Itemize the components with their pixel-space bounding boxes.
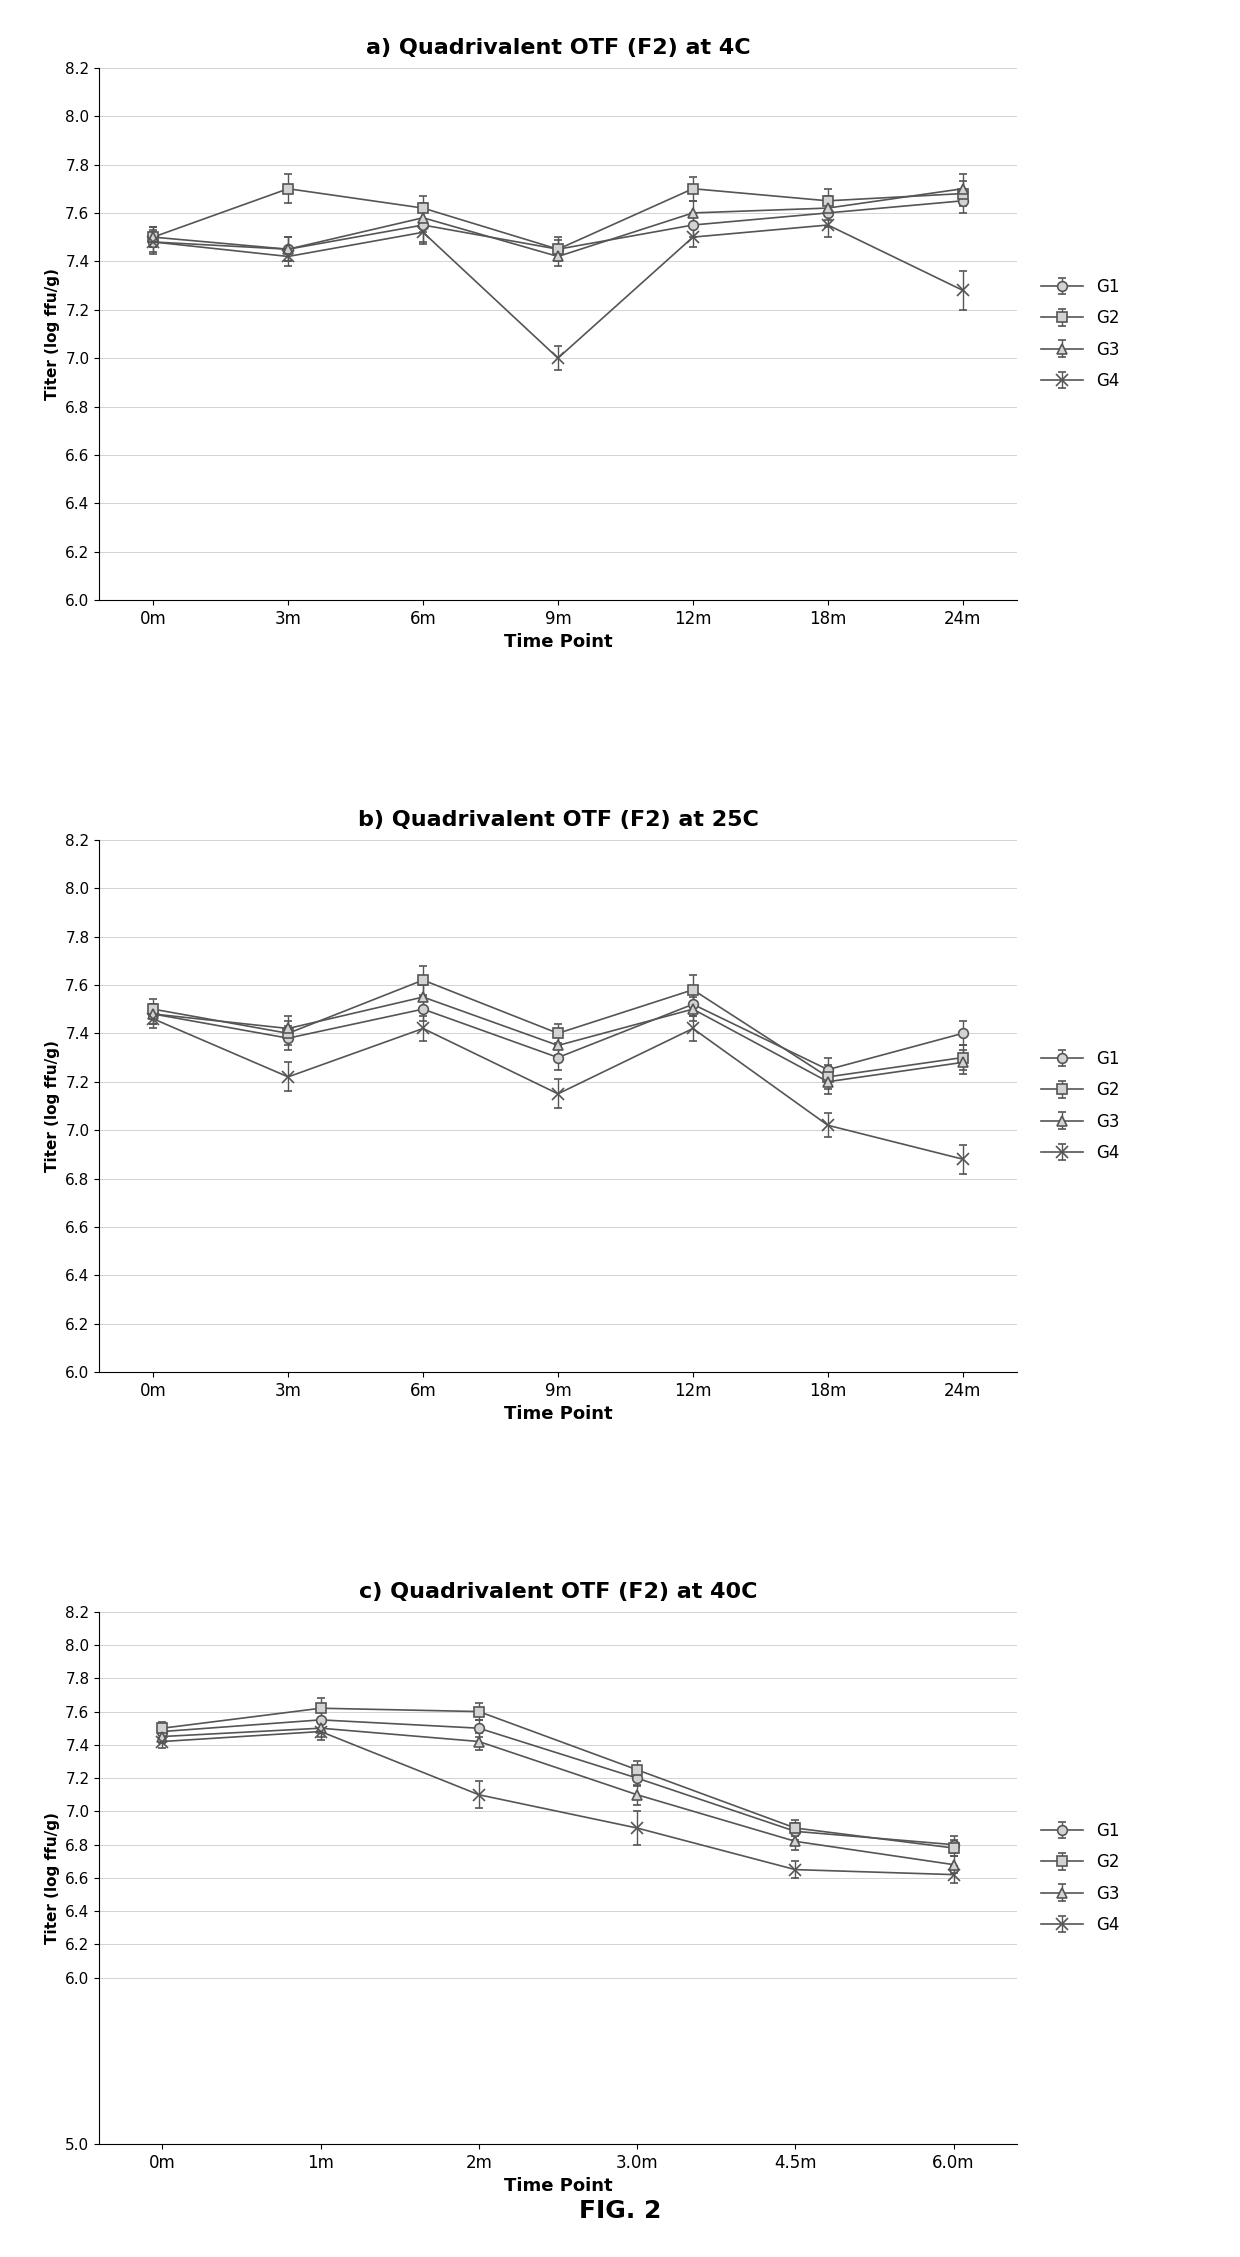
Y-axis label: Titer (log ffu/g): Titer (log ffu/g) xyxy=(45,1812,60,1943)
Text: FIG. 2: FIG. 2 xyxy=(579,2198,661,2223)
Legend: G1, G2, G3, G4: G1, G2, G3, G4 xyxy=(1034,1815,1126,1941)
Y-axis label: Titer (log ffu/g): Titer (log ffu/g) xyxy=(45,1040,60,1171)
X-axis label: Time Point: Time Point xyxy=(503,634,613,652)
X-axis label: Time Point: Time Point xyxy=(503,2178,613,2196)
Legend: G1, G2, G3, G4: G1, G2, G3, G4 xyxy=(1034,271,1126,397)
Legend: G1, G2, G3, G4: G1, G2, G3, G4 xyxy=(1034,1043,1126,1169)
Y-axis label: Titer (log ffu/g): Titer (log ffu/g) xyxy=(45,269,60,399)
Title: a) Quadrivalent OTF (F2) at 4C: a) Quadrivalent OTF (F2) at 4C xyxy=(366,38,750,59)
Title: b) Quadrivalent OTF (F2) at 25C: b) Quadrivalent OTF (F2) at 25C xyxy=(357,810,759,831)
Title: c) Quadrivalent OTF (F2) at 40C: c) Quadrivalent OTF (F2) at 40C xyxy=(358,1582,758,1602)
X-axis label: Time Point: Time Point xyxy=(503,1406,613,1424)
